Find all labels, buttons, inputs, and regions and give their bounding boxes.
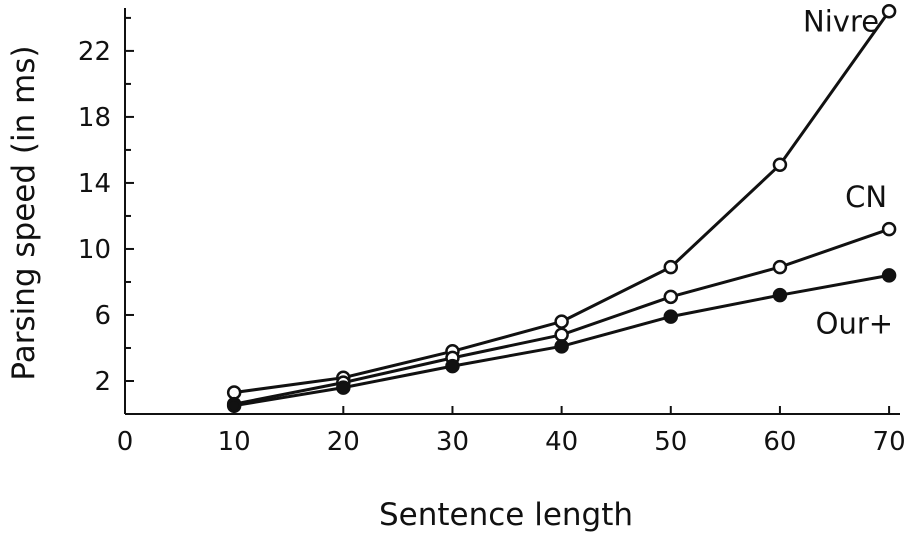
series-label-cn: CN xyxy=(845,180,887,214)
data-point-our xyxy=(445,358,460,374)
x-tick-label: 10 xyxy=(218,427,251,457)
data-point-our xyxy=(336,380,351,395)
series-label-our: Our+ xyxy=(816,306,893,340)
x-tick-label: 30 xyxy=(436,427,469,457)
y-tick-label: 2 xyxy=(94,367,111,397)
x-tick-label: 20 xyxy=(327,427,360,457)
y-tick-label: 14 xyxy=(78,169,111,199)
data-point-our xyxy=(881,268,897,283)
data-point-nivre xyxy=(881,4,897,19)
series-label-nivre: Nivre xyxy=(803,4,879,38)
x-tick-label: 70 xyxy=(873,427,906,457)
data-point-our xyxy=(554,339,569,354)
y-tick-label: 6 xyxy=(94,301,111,331)
data-point-nivre xyxy=(663,259,679,275)
x-axis-title: Sentence length xyxy=(379,497,633,533)
data-point-our xyxy=(226,398,242,413)
x-tick-label: 50 xyxy=(654,427,687,457)
data-point-cn xyxy=(881,221,897,237)
y-tick-label: 22 xyxy=(78,37,111,67)
y-axis-title: Parsing speed (in ms) xyxy=(6,45,42,380)
series-layer xyxy=(226,4,897,413)
data-point-our xyxy=(663,309,679,324)
x-tick-label: 0 xyxy=(117,427,134,457)
data-point-cn xyxy=(554,327,569,343)
labels: Nivre CN Our+ xyxy=(803,4,893,340)
data-point-cn xyxy=(772,259,788,275)
data-point-nivre xyxy=(554,314,569,329)
data-point-nivre xyxy=(226,385,242,400)
data-point-our xyxy=(772,287,788,303)
ticks: 0 10 20 30 40 50 60 70 2 6 10 14 18 22 xyxy=(78,16,906,457)
axes xyxy=(124,8,900,415)
data-point-cn xyxy=(663,289,679,305)
x-tick-label: 40 xyxy=(545,427,578,457)
y-tick-label: 10 xyxy=(78,235,111,265)
x-tick-label: 60 xyxy=(763,427,796,457)
data-point-nivre xyxy=(772,157,788,173)
y-tick-label: 18 xyxy=(78,103,111,133)
